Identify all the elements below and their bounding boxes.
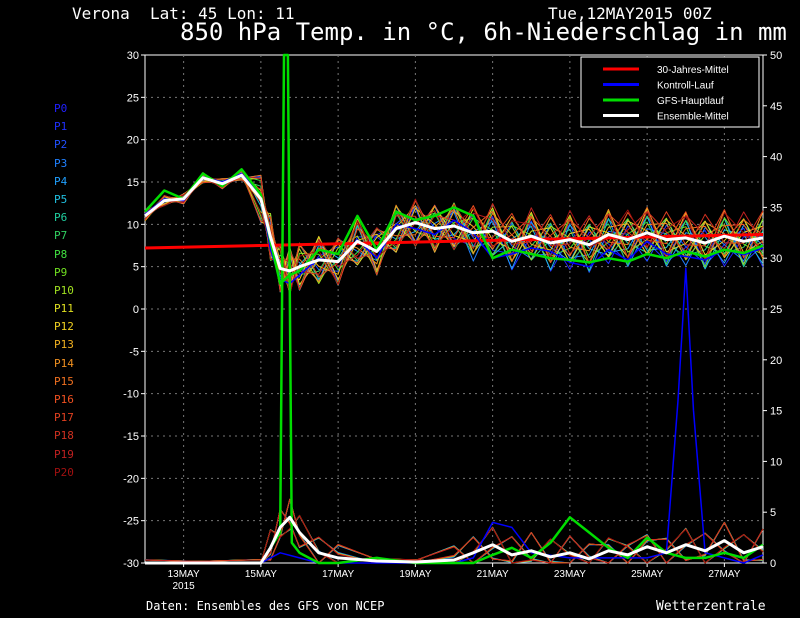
y-right-tick-label: 5 — [770, 507, 776, 519]
run-time: Tue,12MAY2015 00Z — [548, 4, 712, 23]
member-temp-line — [144, 175, 764, 287]
member-label: P9 — [54, 265, 68, 279]
x-tick-year: 2015 — [173, 581, 196, 592]
y-left-tick-label: -25 — [123, 516, 139, 528]
member-label: P7 — [54, 229, 68, 243]
legend-label: GFS-Hauptlauf — [657, 96, 724, 107]
member-label: P0 — [54, 102, 68, 115]
legend-label: 30-Jahres-Mittel — [657, 65, 729, 76]
y-left-tick-label: 15 — [127, 177, 139, 189]
x-tick-label: 27MAY — [708, 569, 740, 580]
member-temp-line — [144, 169, 764, 295]
y-right-tick-label: 50 — [770, 50, 782, 62]
y-left-tick-label: -15 — [123, 431, 139, 443]
station-name: Verona — [72, 4, 130, 23]
y-left-tick-label: 10 — [127, 219, 139, 231]
ensemble-mean-temp-line — [144, 173, 764, 273]
y-right-tick-label: 0 — [770, 558, 776, 570]
member-label: P2 — [54, 138, 68, 152]
y-left-tick-label: 20 — [127, 135, 139, 147]
ensemble-mean-precip-line — [145, 515, 764, 565]
member-label: P12 — [54, 320, 74, 334]
member-label: P14 — [54, 356, 74, 370]
member-label: P8 — [54, 247, 68, 261]
member-label: P18 — [54, 429, 74, 443]
member-precip-line — [144, 498, 764, 564]
x-tick-label: 13MAY — [168, 569, 200, 580]
y-right-tick-label: 10 — [770, 456, 782, 468]
y-right-tick-label: 30 — [770, 253, 782, 265]
member-label: P11 — [54, 302, 74, 316]
y-right-tick-label: 45 — [770, 101, 782, 113]
member-temp-line — [144, 172, 764, 290]
member-precip-line — [144, 508, 764, 564]
member-label: P5 — [54, 192, 68, 206]
plot-frame — [144, 54, 764, 564]
y-left-tick-label: -5 — [129, 346, 139, 358]
member-list: P0 P1 P2 P3 P4 P5 P6 P7 P8 P9 P10 P11 P12 P13 P14 P15 P1… — [54, 100, 74, 482]
y-right-tick-label: 20 — [770, 355, 782, 367]
chart-title: 850 hPa Temp. in °C, 6h-Niederschlag in … — [180, 18, 787, 46]
x-tick-label: 25MAY — [631, 569, 663, 580]
data-source: Daten: Ensembles des GFS von NCEP — [146, 599, 385, 613]
member-label: P6 — [54, 211, 68, 225]
member-label: P1 — [54, 120, 68, 134]
member-label: P10 — [54, 283, 74, 297]
station-coords: Lat: 45 Lon: 11 — [150, 4, 295, 23]
y-left-tick-label: 5 — [133, 262, 139, 274]
x-tick-label: 19MAY — [399, 569, 431, 580]
y-right-tick-label: 35 — [770, 202, 782, 214]
member-label: P16 — [54, 393, 74, 406]
gfs-main-temp-line — [144, 168, 764, 285]
member-label: P3 — [54, 156, 68, 170]
y-right-tick-label: 40 — [770, 152, 782, 164]
x-tick-label: 23MAY — [554, 569, 586, 580]
member-label: P20 — [54, 465, 74, 479]
legend-label: Ensemble-Mittel — [657, 112, 729, 123]
member-temp-line — [144, 173, 764, 291]
member-label: P17 — [54, 411, 74, 425]
y-left-tick-label: 25 — [127, 92, 139, 104]
legend-label: Kontroll-Lauf — [657, 81, 714, 92]
member-label: P15 — [54, 374, 74, 388]
member-label: P13 — [54, 338, 74, 352]
y-left-tick-label: -10 — [123, 389, 139, 401]
y-left-tick-label: -20 — [123, 473, 139, 485]
x-tick-label: 21MAY — [477, 569, 509, 580]
y-right-tick-label: 15 — [770, 406, 782, 418]
x-tick-label: 15MAY — [245, 569, 277, 580]
member-label: P4 — [54, 174, 68, 188]
y-right-tick-label: 25 — [770, 304, 782, 316]
y-left-tick-label: -30 — [123, 558, 139, 570]
y-left-tick-label: 0 — [133, 304, 139, 316]
member-label: P19 — [54, 447, 74, 461]
y-left-tick-label: 30 — [127, 50, 139, 62]
brand-label: Wetterzentrale — [656, 599, 766, 614]
x-tick-label: 17MAY — [322, 569, 354, 580]
